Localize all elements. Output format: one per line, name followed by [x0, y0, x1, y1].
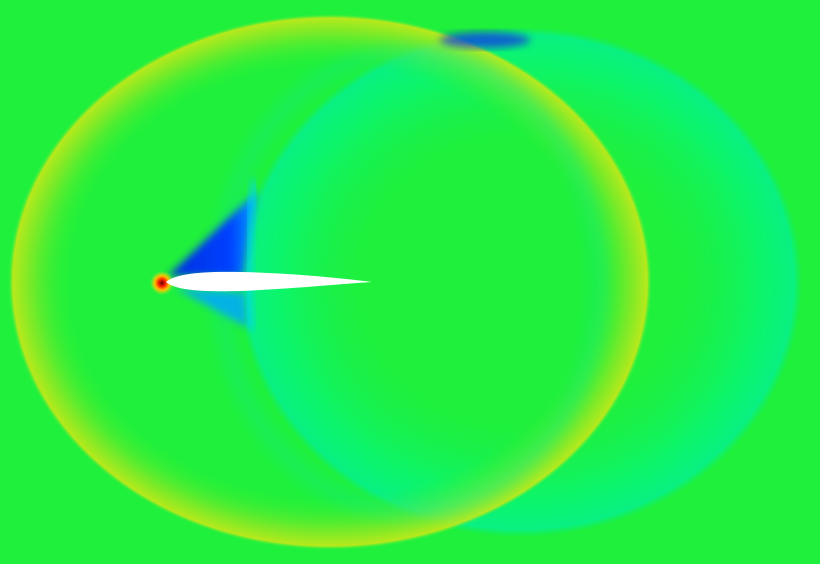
airfoil — [166, 271, 372, 292]
expansion-upper — [168, 190, 258, 276]
top-blue-spot — [440, 32, 530, 48]
expansion-lower — [175, 288, 248, 328]
shock — [244, 179, 259, 331]
stagnation-point — [150, 271, 174, 295]
